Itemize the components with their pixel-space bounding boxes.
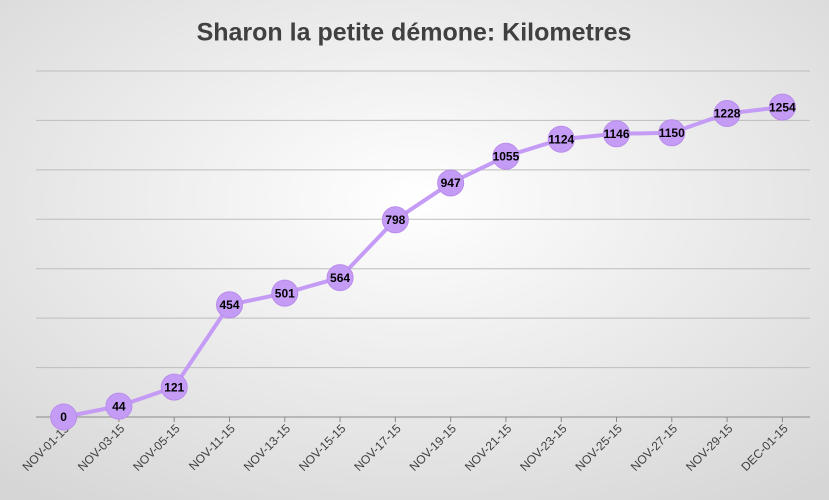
data-label: 947 xyxy=(441,176,461,190)
chart-title: Sharon la petite démone: Kilometres xyxy=(197,19,632,47)
point xyxy=(271,279,299,307)
data-label: 454 xyxy=(219,298,239,312)
data-label: 1254 xyxy=(769,100,796,114)
point xyxy=(547,125,575,153)
data-label: 1124 xyxy=(548,132,574,146)
data-label: 501 xyxy=(275,286,295,300)
point xyxy=(216,291,243,319)
point xyxy=(105,392,133,420)
point xyxy=(768,93,796,121)
data-label: 1150 xyxy=(659,126,685,140)
data-label: 798 xyxy=(385,213,405,227)
point xyxy=(50,403,78,431)
point xyxy=(713,100,741,128)
data-label: 1146 xyxy=(603,127,629,141)
data-label: 0 xyxy=(60,410,67,424)
data-label: 1055 xyxy=(493,149,520,163)
point xyxy=(603,120,630,148)
data-label: 1228 xyxy=(714,107,741,121)
point xyxy=(160,373,188,401)
data-label: 121 xyxy=(164,380,184,394)
point xyxy=(492,142,520,170)
point xyxy=(381,206,409,234)
point xyxy=(658,119,686,147)
point xyxy=(437,169,465,197)
data-label: 564 xyxy=(330,271,350,285)
data-label: 44 xyxy=(112,399,126,413)
point xyxy=(326,264,354,292)
